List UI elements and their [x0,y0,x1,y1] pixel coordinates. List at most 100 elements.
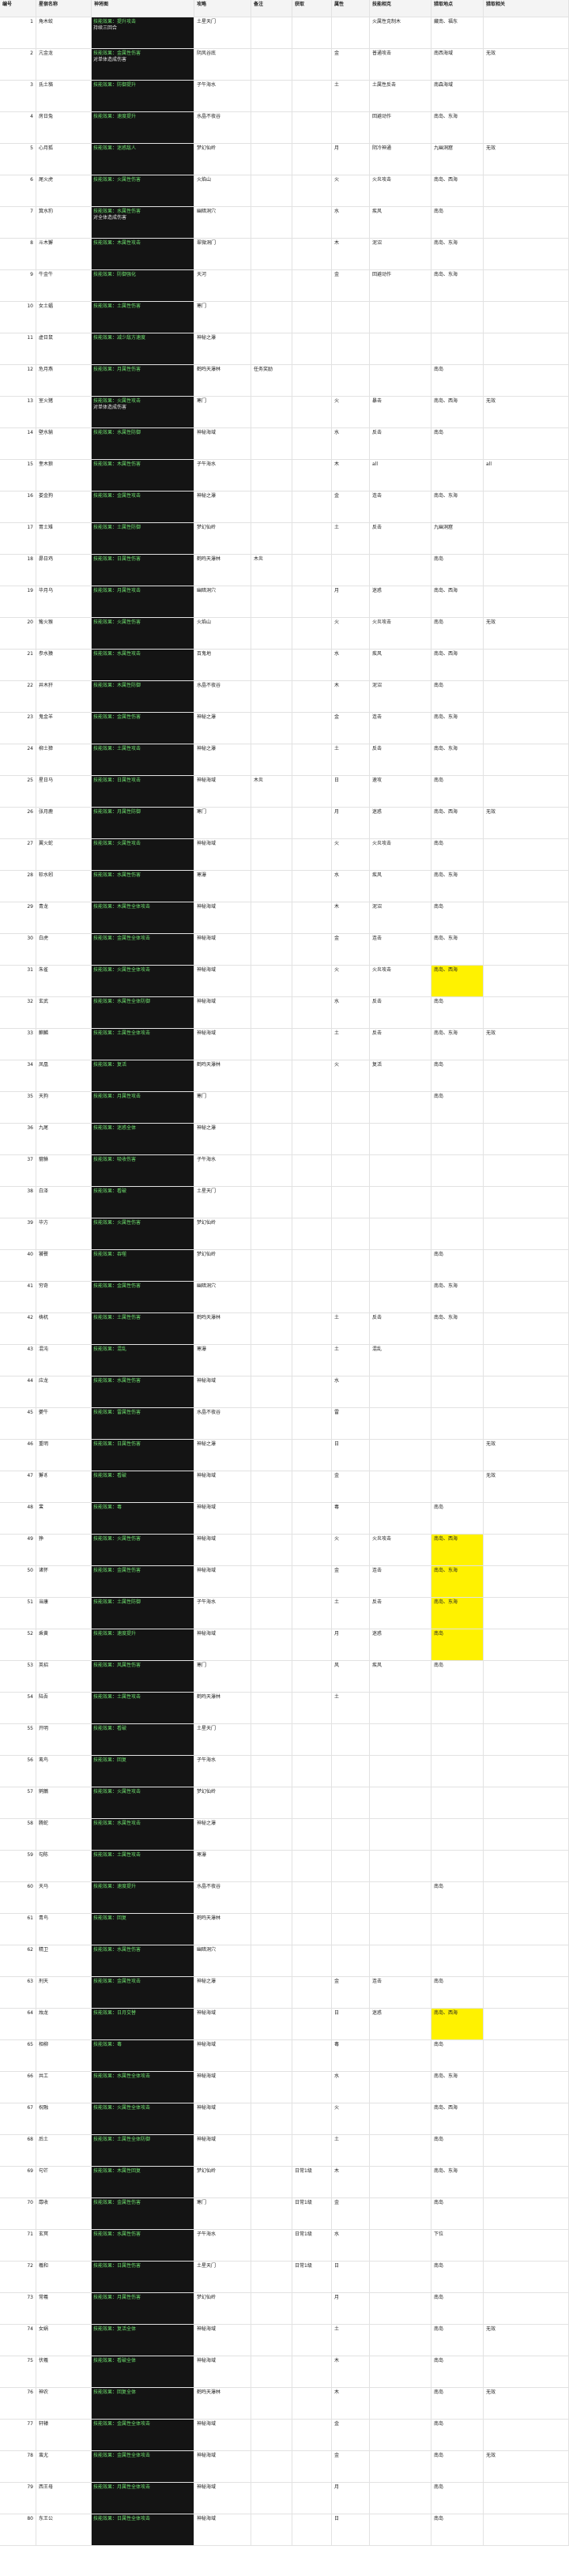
note-cell [251,302,292,333]
rel-cell [484,523,569,555]
row-number: 34 [0,1060,36,1092]
attr-cell: 土 [332,1313,370,1345]
guide-cell: 鹤鸣天瀑林 [194,1914,251,1945]
place-cell [431,1440,484,1471]
attr-cell: 日 [332,2009,370,2040]
place-cell: 南岛、西海 [431,175,484,207]
skill-cell: 迷惑 [370,586,431,618]
img-cell: 技能效果：日月交替 [92,2009,194,2040]
get-cell [292,175,332,207]
image-text: 技能效果：木属性回复 [93,2168,141,2174]
note-cell [251,1535,292,1566]
guide-cell: 幽暗洞穴 [194,586,251,618]
get-cell [292,2009,332,2040]
note-cell [251,1566,292,1598]
guide-cell: 百鬼地 [194,650,251,681]
image-text: 技能效果：日属性伤害 [93,2263,141,2269]
attr-cell: 土 [332,744,370,776]
place-cell [431,1345,484,1377]
row-number: 64 [0,2009,36,2040]
image-text: 技能效果：土属性防御 [93,1599,141,1605]
img-cell: 技能效果：复活 [92,1060,194,1092]
name-cell: 心月狐 [36,144,92,175]
note-cell [251,681,292,713]
get-cell [292,1092,332,1124]
place-cell: 南岛、东海 [431,491,484,523]
rel-cell [484,1503,569,1535]
rel-cell [484,1282,569,1313]
skill-cell: 反击 [370,523,431,555]
guide-cell: 土星天门 [194,2262,251,2293]
row-number: 39 [0,1218,36,1250]
attr-cell: 火 [332,2103,370,2135]
place-cell: 南岛 [431,2325,484,2356]
attr-cell [332,1851,370,1882]
image-text: 技能效果：水属性伤害 [93,1378,141,1384]
name-cell: 娄金狗 [36,491,92,523]
rel-cell [484,2040,569,2072]
guide-cell: 鹤鸣天瀑林 [194,1693,251,1724]
name-cell: 尾火虎 [36,175,92,207]
img-cell: 技能效果：水属性防御 [92,428,194,460]
img-cell: 技能效果：防御提升 [92,81,194,112]
get-cell [292,2072,332,2103]
name-cell: 箕水豹 [36,207,92,239]
image-text: 技能效果：月属性防御 [93,809,141,815]
row-number: 37 [0,1155,36,1187]
name-cell: 诸怀 [36,1566,92,1598]
skill-cell: all [370,460,431,491]
place-cell: 南岛、东海 [431,871,484,902]
skill-cell: 混乱 [370,1345,431,1377]
rel-cell [484,365,569,397]
name-cell: 神农 [36,2388,92,2420]
header-cell: 备注 [251,0,292,17]
row-number: 73 [0,2293,36,2325]
rel-cell [484,997,569,1029]
guide-cell: 火焰山 [194,175,251,207]
attr-cell [332,1250,370,1282]
name-cell: 井木犴 [36,681,92,713]
row-number: 18 [0,555,36,586]
place-cell: 下位 [431,2230,484,2262]
row-number: 7 [0,207,36,239]
place-cell: 南岛 [431,1977,484,2009]
get-cell [292,681,332,713]
img-cell: 技能效果：土属性全体攻击 [92,1029,194,1060]
skill-cell: 迷惑 [370,808,431,839]
get-cell [292,1471,332,1503]
image-text: 技能效果：迷惑敌人 [93,145,137,151]
place-cell: 南岛 [431,2262,484,2293]
image-text: 技能效果：木属性伤害 [93,461,141,467]
guide-cell: 神秘海域 [194,1377,251,1408]
place-cell: 南岛 [431,365,484,397]
name-cell: 共工 [36,2072,92,2103]
name-cell: 伏羲 [36,2356,92,2388]
rel-cell: 无效 [484,2451,569,2483]
skill-cell [370,1787,431,1819]
header-cell: 猎取地点 [431,0,484,17]
guide-cell: 火焰山 [194,618,251,650]
get-cell [292,207,332,239]
note-cell [251,397,292,428]
rel-cell [484,333,569,365]
get-cell [292,1693,332,1724]
get-cell [292,365,332,397]
get-cell [292,2388,332,2420]
name-cell: 轩辕 [36,2420,92,2451]
row-number: 76 [0,2388,36,2420]
rel-cell [484,1377,569,1408]
attr-cell [332,1218,370,1250]
name-cell: 牛金牛 [36,270,92,302]
skill-cell [370,1218,431,1250]
image-text: 技能效果：火属性攻击 [93,1789,141,1795]
guide-cell: 寒瀑 [194,1345,251,1377]
name-cell: 女娲 [36,2325,92,2356]
row-number: 49 [0,1535,36,1566]
skill-cell [370,1503,431,1535]
row-number: 17 [0,523,36,555]
img-cell: 技能效果：提升攻击 持续三回合 [92,17,194,49]
get-cell [292,1250,332,1282]
place-cell: 南岛 [431,681,484,713]
header-cell: 技能相克 [370,0,431,17]
